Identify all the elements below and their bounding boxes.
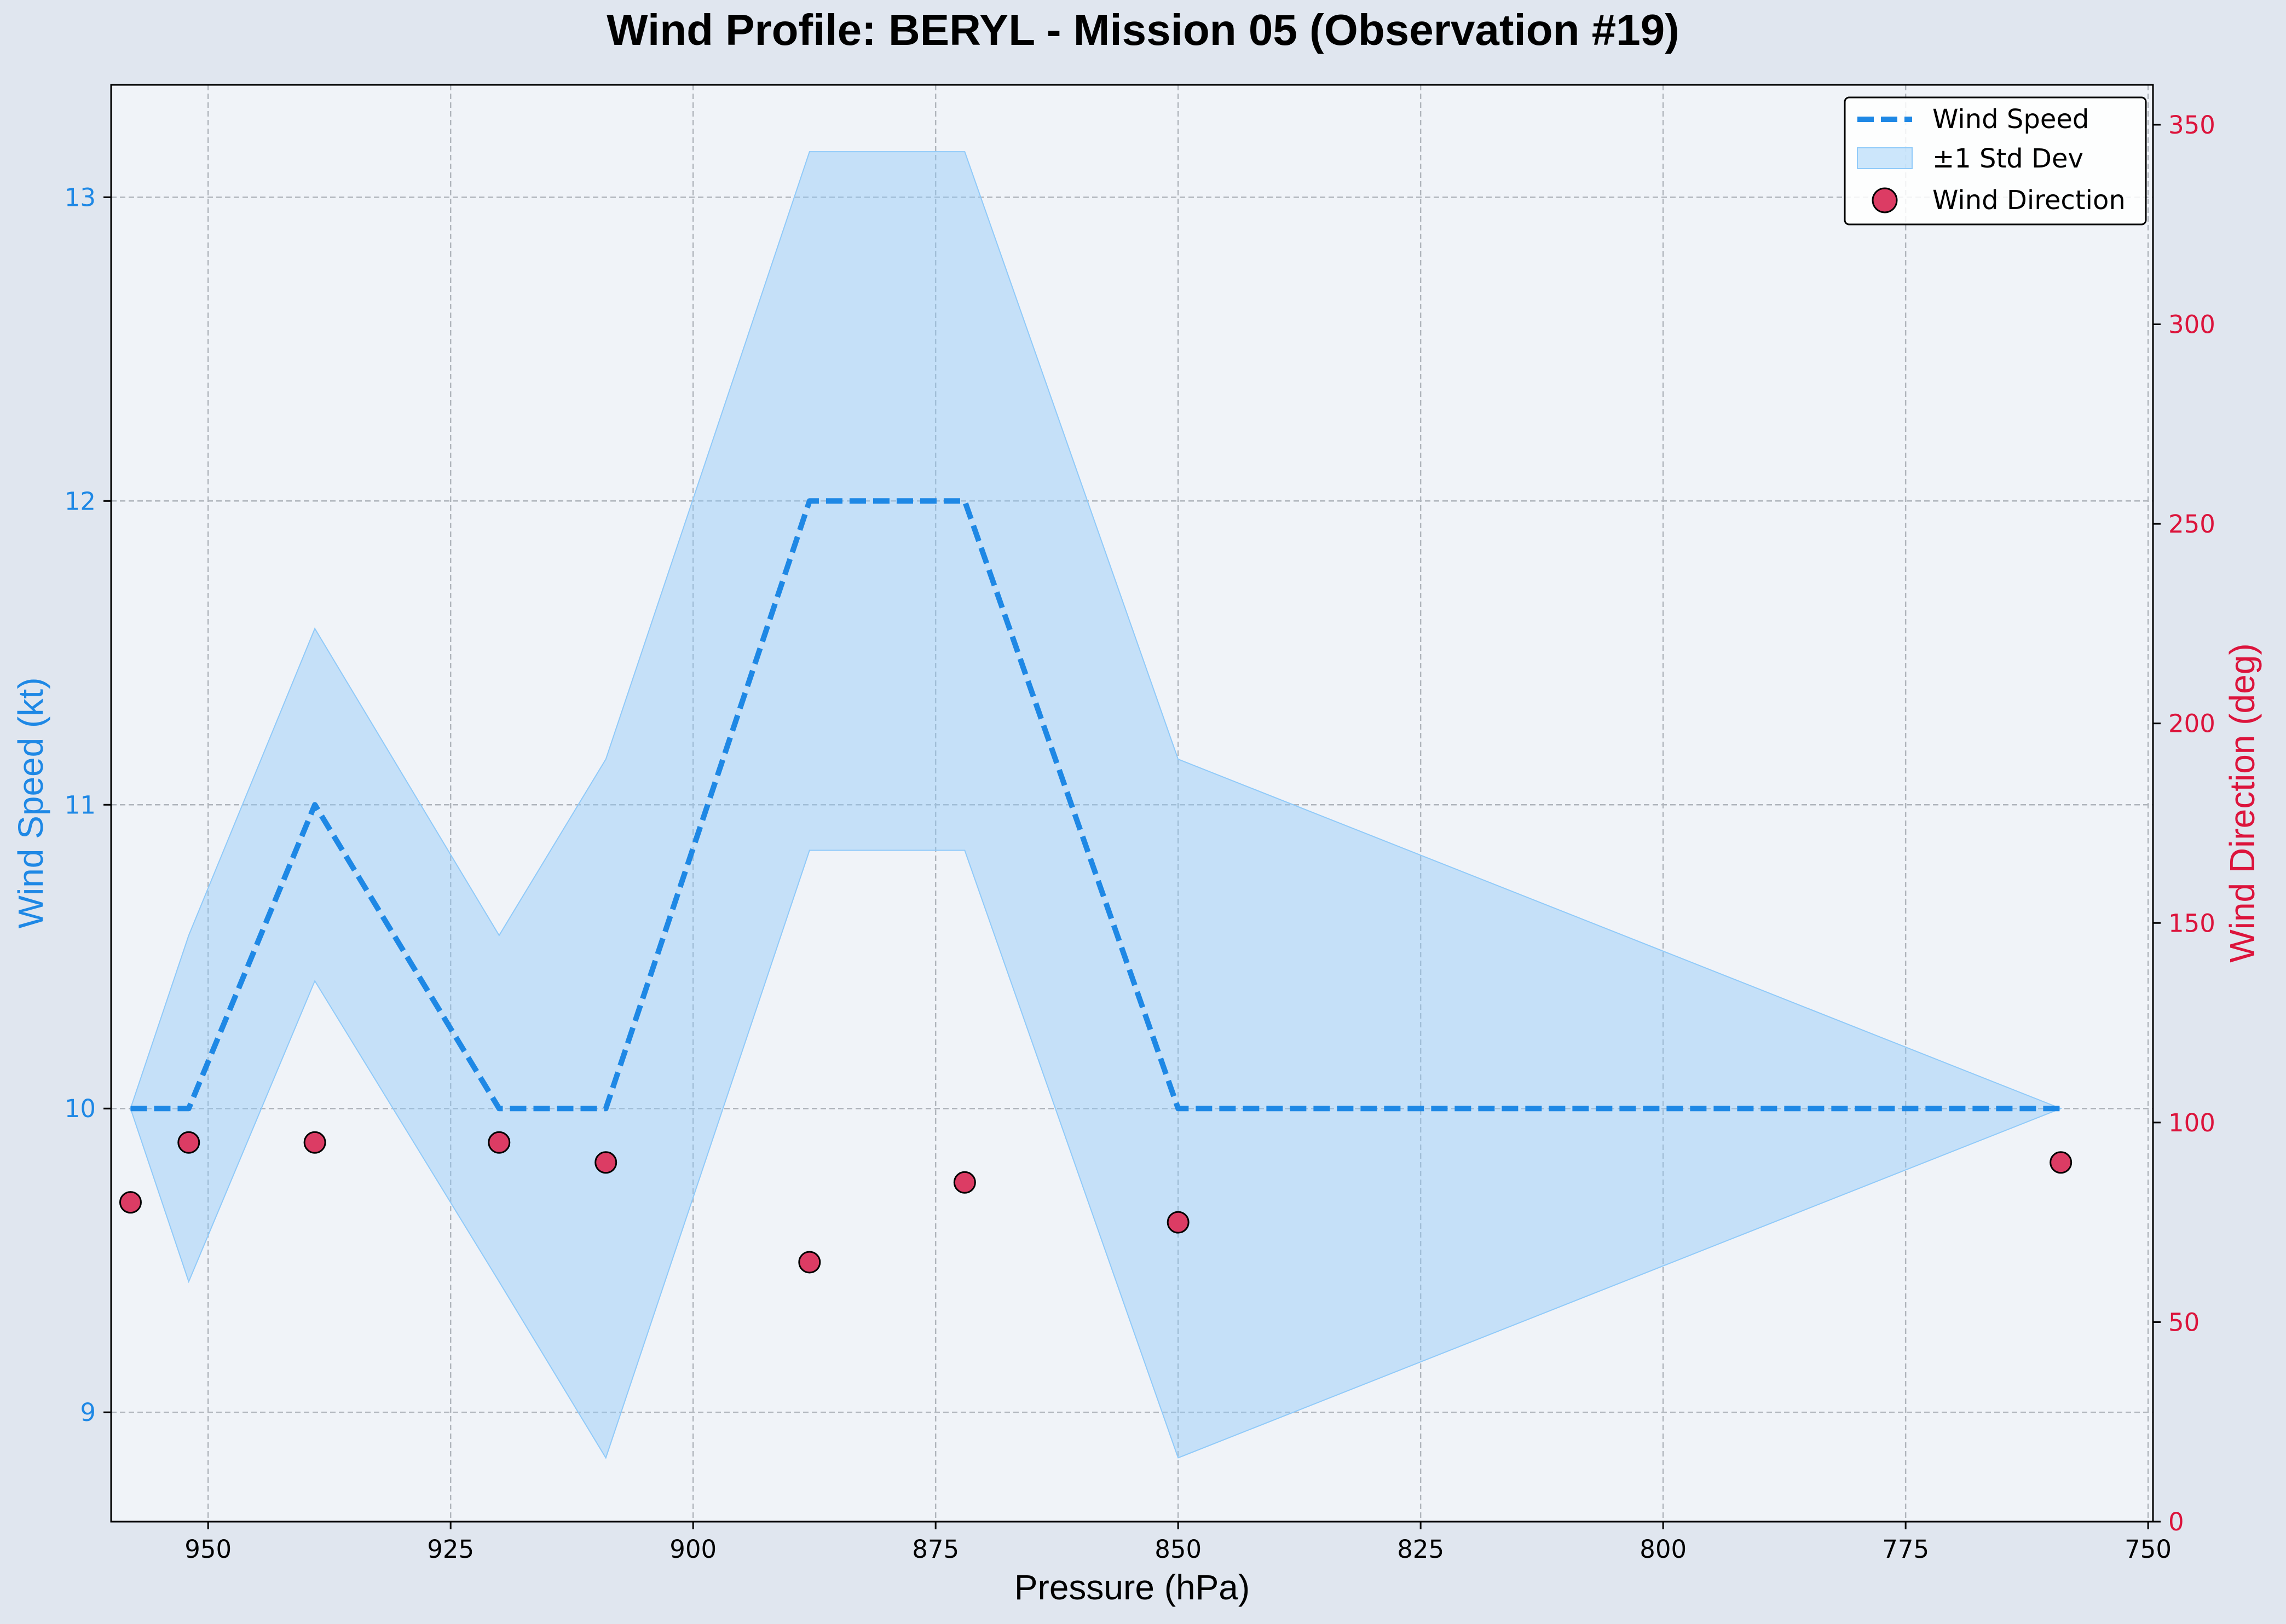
y-tick-label: 10 <box>65 1094 96 1123</box>
wind-direction-point <box>594 1151 617 1174</box>
y2-tick-label: 200 <box>2168 709 2215 738</box>
plot-frame <box>110 84 2154 1523</box>
std-dev-band-area <box>130 151 2063 1459</box>
y-tick-label: 9 <box>80 1398 96 1427</box>
wind-direction-points <box>119 1131 2073 1274</box>
wind-direction-point <box>2050 1151 2073 1174</box>
y2-axis-ticks: 0 50 100 150 200 250 300 350 <box>2153 111 2215 1536</box>
y2-tick-label: 50 <box>2168 1308 2200 1337</box>
legend-point-swatch <box>1872 187 1898 213</box>
y-axis-ticks: 9 10 11 12 13 <box>65 183 111 1427</box>
plot-area <box>111 85 2153 1522</box>
legend-label-wind-speed: Wind Speed <box>1932 104 2089 135</box>
y2-tick-label: 100 <box>2168 1108 2215 1137</box>
y-tick-label: 13 <box>65 183 96 212</box>
y2-tick-label: 150 <box>2168 909 2215 938</box>
x-axis-label: Pressure (hPa) <box>1014 1568 1250 1607</box>
legend-label-std-dev: ±1 Std Dev <box>1932 143 2083 174</box>
wind-direction-point <box>798 1251 821 1274</box>
wind-direction-point <box>1167 1211 1190 1234</box>
legend-band-swatch <box>1857 147 1913 169</box>
wind-direction-point <box>177 1131 200 1154</box>
wind-speed-polyline <box>130 498 2061 1112</box>
wind-direction-point <box>488 1131 511 1154</box>
x-tick-label: 950 <box>184 1535 232 1564</box>
y2-tick-label: 250 <box>2168 510 2215 539</box>
y2-axis-label: Wind Direction (deg) <box>2222 643 2262 962</box>
chart-title: Wind Profile: BERYL - Mission 05 (Observ… <box>607 5 1679 54</box>
x-tick-label: 825 <box>1397 1535 1444 1564</box>
y-axis-label: Wind Speed (kt) <box>11 678 50 929</box>
x-tick-label: 900 <box>669 1535 717 1564</box>
std-dev-band <box>130 151 2063 1459</box>
y2-tick-label: 300 <box>2168 310 2215 339</box>
legend: Wind Speed ±1 Std Dev Wind Direction <box>1844 96 2147 226</box>
legend-box <box>1844 96 2147 226</box>
wind-direction-point <box>953 1171 976 1194</box>
x-tick-label: 875 <box>912 1535 959 1564</box>
wind-speed-line <box>130 498 2061 1112</box>
x-tick-label: 800 <box>1640 1535 1687 1564</box>
x-tick-label: 850 <box>1154 1535 1202 1564</box>
x-axis-ticks: 950 925 900 875 850 825 800 775 750 <box>184 1522 2172 1564</box>
y2-tick-label: 350 <box>2168 111 2215 140</box>
legend-label-wind-direction: Wind Direction <box>1932 185 2126 216</box>
wind-direction-point <box>303 1131 326 1154</box>
wind-direction-point <box>119 1191 142 1214</box>
x-tick-label: 775 <box>1882 1535 1929 1564</box>
y2-tick-label: 0 <box>2168 1507 2184 1536</box>
y-tick-label: 11 <box>65 790 96 819</box>
x-tick-label: 925 <box>427 1535 474 1564</box>
y-tick-label: 12 <box>65 487 96 516</box>
x-tick-label: 750 <box>2125 1535 2172 1564</box>
